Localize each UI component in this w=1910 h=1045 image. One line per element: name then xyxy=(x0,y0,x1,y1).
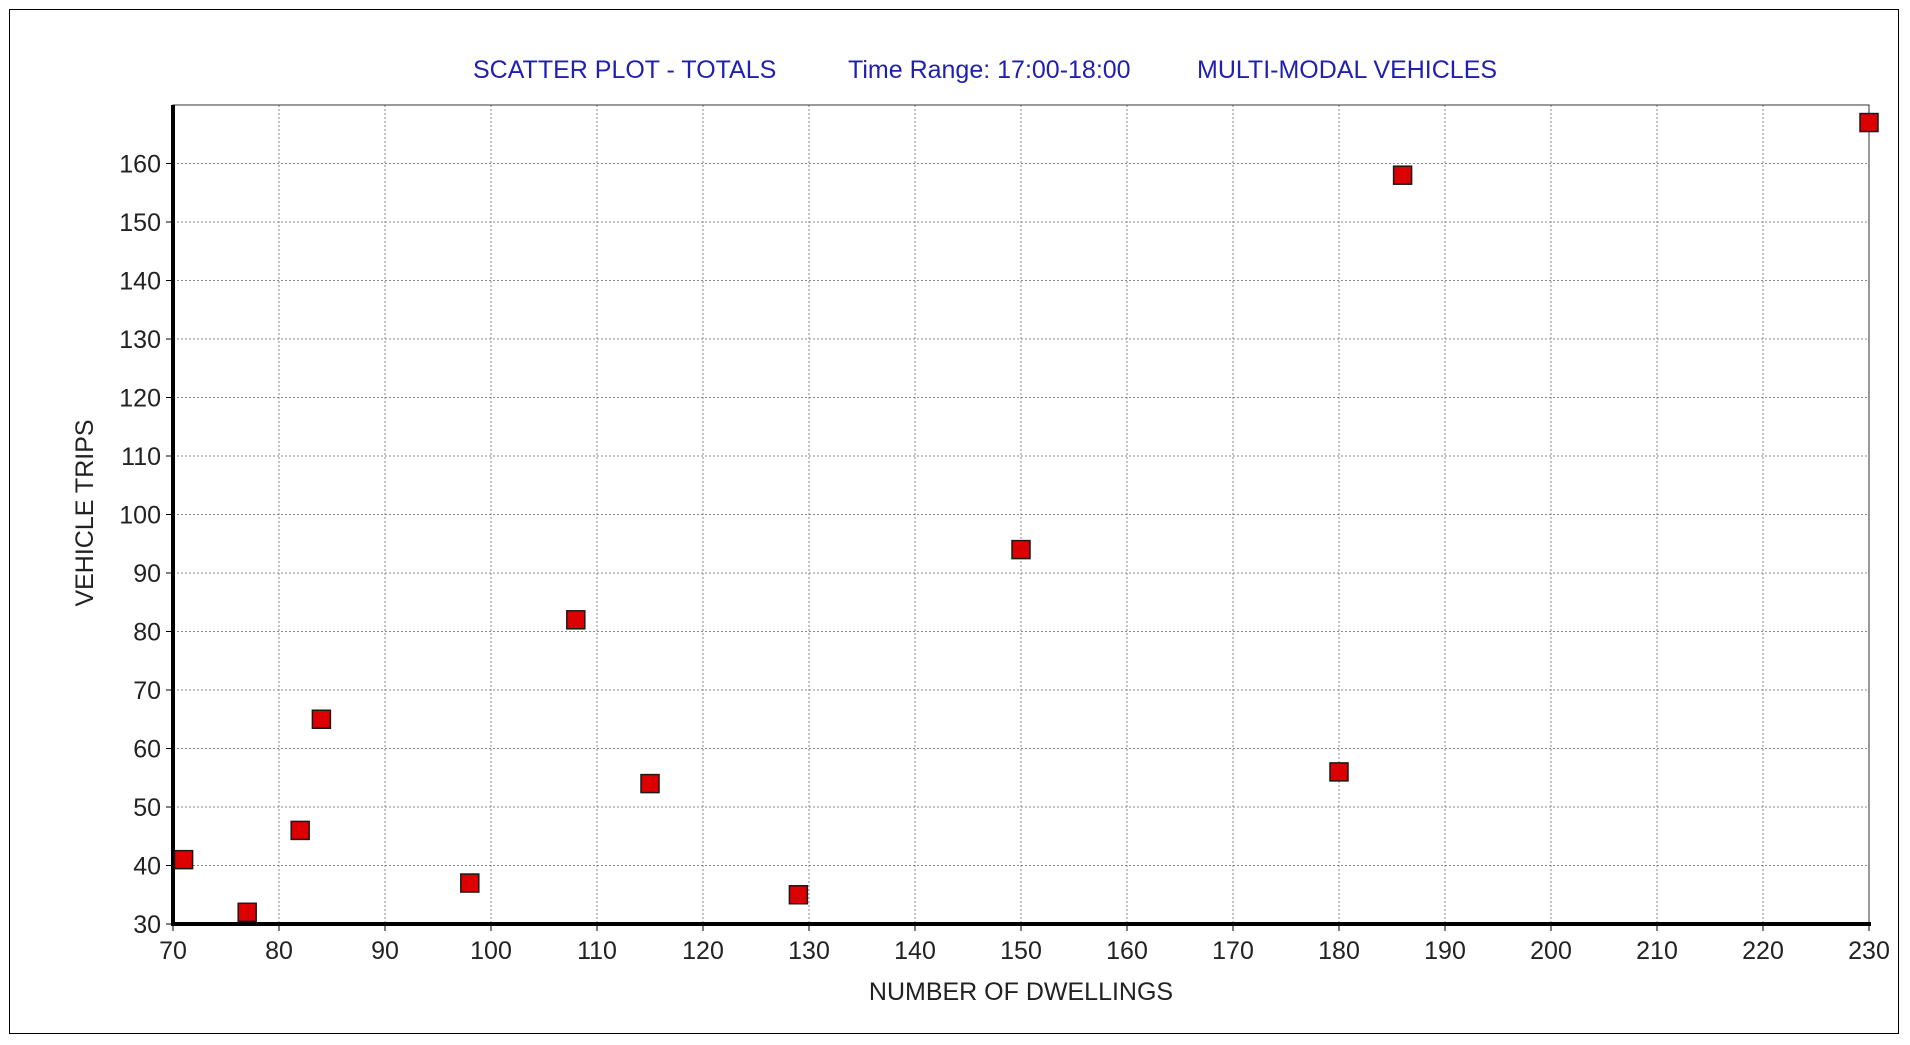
x-tick-label: 70 xyxy=(159,937,187,965)
x-tick-label: 120 xyxy=(682,937,724,965)
y-tick-label: 130 xyxy=(119,326,161,354)
x-tick-labels: 70 80 90 100 110 120 130 140 150 160 170 180 190 200 2… xyxy=(159,937,1890,965)
x-tick-label: 230 xyxy=(1848,937,1890,965)
data-point xyxy=(1392,165,1413,185)
x-tick-label: 130 xyxy=(788,937,830,965)
y-tick-label: 160 xyxy=(119,151,161,179)
y-tick-label: 50 xyxy=(133,794,161,822)
data-point xyxy=(788,885,809,905)
x-tick-label: 200 xyxy=(1530,937,1572,965)
data-point xyxy=(311,709,332,729)
x-tick-label: 150 xyxy=(1000,937,1042,965)
y-tick-label: 70 xyxy=(133,677,161,705)
x-axis-label: NUMBER OF DWELLINGS xyxy=(869,978,1173,1006)
axes xyxy=(166,104,1871,931)
y-tick-label: 150 xyxy=(119,209,161,237)
chart-title-main: SCATTER PLOT - TOTALS xyxy=(473,56,776,84)
y-tick-label: 80 xyxy=(133,619,161,647)
y-tick-label: 60 xyxy=(133,736,161,764)
x-tick-label: 100 xyxy=(470,937,512,965)
data-point xyxy=(1011,539,1031,560)
data-point xyxy=(460,873,480,893)
data-point xyxy=(1329,762,1349,782)
y-tick-label: 90 xyxy=(133,560,161,588)
x-tick-label: 160 xyxy=(1106,937,1148,965)
x-tick-label: 90 xyxy=(371,937,399,965)
y-tick-label: 100 xyxy=(119,502,161,530)
x-tick-label: 190 xyxy=(1424,937,1466,965)
x-tick-label: 170 xyxy=(1212,937,1254,965)
data-point xyxy=(1859,112,1879,133)
chart-title: SCATTER PLOT - TOTALS Time Range: 17:00-… xyxy=(473,56,1497,84)
y-axis-label: VEHICLE TRIPS xyxy=(71,419,99,606)
x-tick-label: 110 xyxy=(577,937,617,965)
grid xyxy=(173,105,1870,924)
data-point xyxy=(566,610,586,630)
x-tick-label: 80 xyxy=(265,937,293,965)
chart-frame xyxy=(9,9,1899,1034)
y-tick-labels: 30 40 50 60 70 80 90 100 110 120 130 140 150 160 xyxy=(119,151,161,940)
data-point xyxy=(237,902,257,923)
y-tick-label: 40 xyxy=(133,853,161,881)
y-tick-label: 120 xyxy=(119,385,161,413)
data-point xyxy=(640,773,660,794)
data-point xyxy=(173,849,194,870)
y-tick-label: 110 xyxy=(121,443,161,471)
x-tick-label: 210 xyxy=(1636,937,1678,965)
chart-title-vehicles: MULTI-MODAL VEHICLES xyxy=(1197,56,1497,84)
x-tick-label: 180 xyxy=(1318,937,1360,965)
y-tick-label: 140 xyxy=(119,268,161,296)
x-tick-label: 140 xyxy=(894,937,936,965)
chart-title-time-range: Time Range: 17:00-18:00 xyxy=(848,56,1131,84)
data-points xyxy=(173,112,1879,923)
x-tick-label: 220 xyxy=(1742,937,1784,965)
y-tick-label: 30 xyxy=(133,911,161,939)
data-point xyxy=(290,820,310,841)
